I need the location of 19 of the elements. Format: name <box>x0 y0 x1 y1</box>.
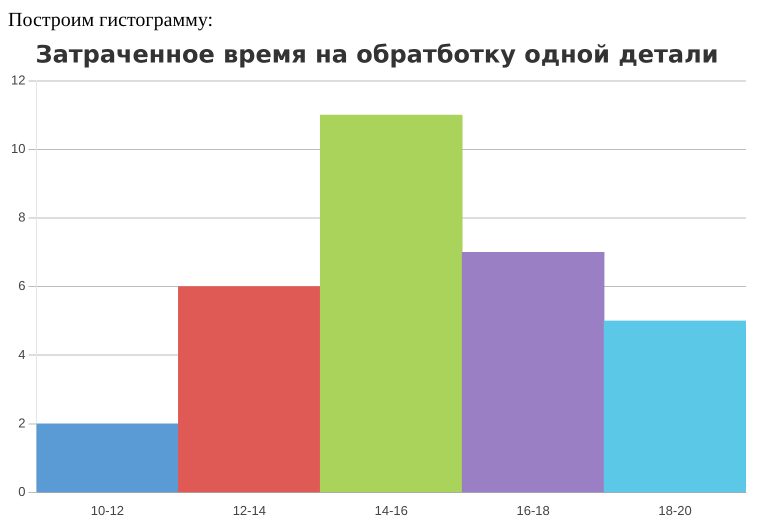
y-tick-label: 10 <box>10 140 26 156</box>
x-tick-label: 14-16 <box>374 502 408 518</box>
text: Построим гистограмму: <box>8 8 214 32</box>
bar <box>36 423 179 492</box>
bar <box>462 252 604 492</box>
x-tick-label: 16-18 <box>516 502 550 518</box>
y-tick-label: 4 <box>18 346 26 362</box>
y-tick-label: 12 <box>10 72 26 88</box>
x-tick-label: 10-12 <box>90 502 124 518</box>
y-tick-label: 8 <box>18 210 26 225</box>
x-tick-label: 18-20 <box>658 502 692 518</box>
y-tick-label: 0 <box>18 484 26 499</box>
x-tick-label: 12-14 <box>232 502 266 518</box>
bar <box>604 320 746 492</box>
y-tick-label: 2 <box>18 415 26 430</box>
y-tick-label: 6 <box>18 278 26 294</box>
bar <box>320 114 463 492</box>
chart-title: Затраченное время на обратботку одной детали <box>36 40 718 69</box>
bar <box>178 286 321 492</box>
